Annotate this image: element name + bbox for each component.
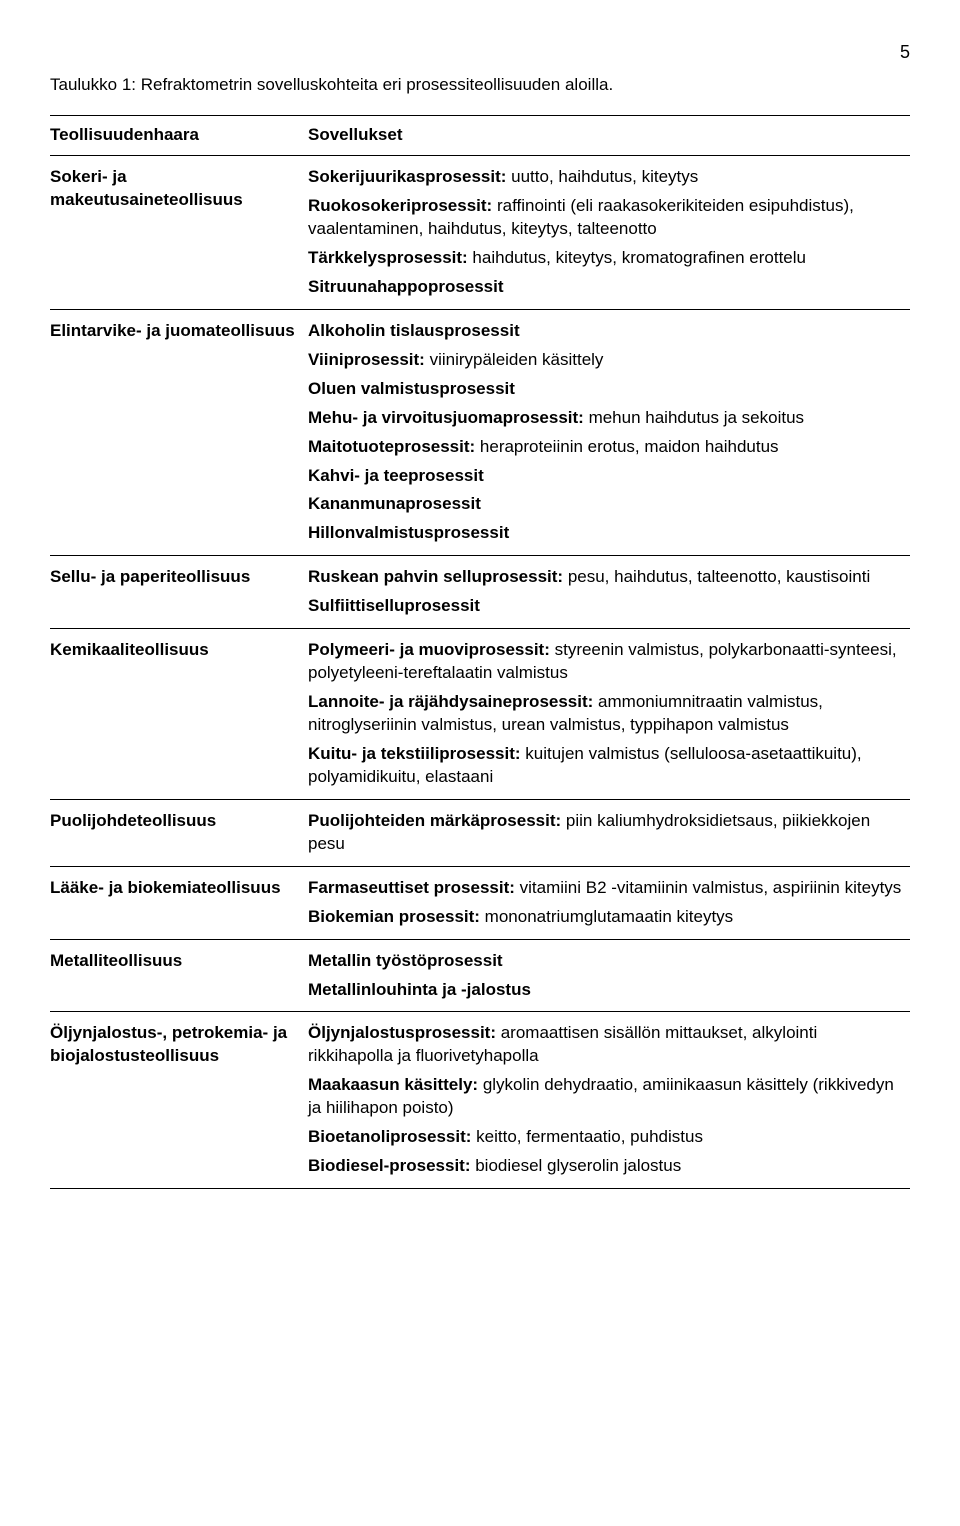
applications-cell: Polymeeri- ja muoviprosessit: styreenin … [308,629,910,800]
application-item: Kananmunaprosessit [308,493,902,516]
table-caption: Taulukko 1: Refraktometrin sovelluskohte… [50,74,910,97]
application-name: Lannoite- ja räjähdysaineprosessit: [308,692,593,711]
table-row: Sellu- ja paperiteollisuusRuskean pahvin… [50,556,910,629]
application-item: Kuitu- ja tekstiiliprosessit: kuitujen v… [308,743,902,789]
industry-cell: Lääke- ja biokemiateollisuus [50,866,308,939]
applications-cell: Öljynjalostusprosessit: aromaattisen sis… [308,1012,910,1189]
application-detail: mononatriumglutamaatin kiteytys [480,907,733,926]
applications-cell: Puolijohteiden märkäprosessit: piin kali… [308,799,910,866]
application-name: Kuitu- ja tekstiiliprosessit: [308,744,521,763]
application-name: Sulfiittiselluprosessit [308,596,480,615]
application-item: Maitotuoteprosessit: heraproteiinin erot… [308,436,902,459]
application-name: Tärkkelysprosessit: [308,248,468,267]
table-row: Lääke- ja biokemiateollisuusFarmaseuttis… [50,866,910,939]
application-name: Kahvi- ja teeprosessit [308,466,484,485]
application-item: Alkoholin tislausprosessit [308,320,902,343]
applications-cell: Sokerijuurikasprosessit: uutto, haihdutu… [308,156,910,310]
applications-cell: Alkoholin tislausprosessit Viiniprosessit… [308,309,910,556]
application-name: Ruskean pahvin selluprosessit: [308,567,563,586]
application-item: Bioetanoliprosessit: keitto, fermentaati… [308,1126,902,1149]
application-detail: heraproteiinin erotus, maidon haihdutus [475,437,778,456]
page-number: 5 [50,40,910,64]
application-name: Mehu- ja virvoitusjuomaprosessit: [308,408,584,427]
application-item: Farmaseuttiset prosessit: vitamiini B2 -… [308,877,902,900]
header-industry: Teollisuudenhaara [50,116,308,156]
application-item: Maakaasun käsittely: glykolin dehydraati… [308,1074,902,1120]
application-name: Metallinlouhinta ja -jalostus [308,980,531,999]
application-item: Kahvi- ja teeprosessit [308,465,902,488]
application-name: Ruokosokeriprosessit: [308,196,492,215]
industry-cell: Sokeri- ja makeutusaineteollisuus [50,156,308,310]
application-name: Alkoholin tislausprosessit [308,321,520,340]
application-name: Oluen valmistusprosessit [308,379,515,398]
industry-cell: Elintarvike- ja juomateollisuus [50,309,308,556]
header-applications: Sovellukset [308,116,910,156]
application-item: Oluen valmistusprosessit [308,378,902,401]
application-item: Biodiesel-prosessit: biodiesel glyseroli… [308,1155,902,1178]
application-item: Metallin työstöprosessit [308,950,902,973]
industry-cell: Puolijohdeteollisuus [50,799,308,866]
applications-table: TeollisuudenhaaraSovelluksetSokeri- ja m… [50,115,910,1189]
application-name: Puolijohteiden märkäprosessit: [308,811,561,830]
industry-cell: Kemikaaliteollisuus [50,629,308,800]
application-item: Sulfiittiselluprosessit [308,595,902,618]
applications-cell: Farmaseuttiset prosessit: vitamiini B2 -… [308,866,910,939]
table-header-row: TeollisuudenhaaraSovellukset [50,116,910,156]
application-item: Metallinlouhinta ja -jalostus [308,979,902,1002]
application-name: Viiniprosessit: [308,350,425,369]
application-item: Tärkkelysprosessit: haihdutus, kiteytys,… [308,247,902,270]
application-item: Sitruunahappoprosessit [308,276,902,299]
applications-cell: Ruskean pahvin selluprosessit: pesu, hai… [308,556,910,629]
application-name: Maitotuoteprosessit: [308,437,475,456]
application-detail: keitto, fermentaatio, puhdistus [471,1127,703,1146]
industry-cell: Sellu- ja paperiteollisuus [50,556,308,629]
application-name: Farmaseuttiset prosessit: [308,878,515,897]
industry-cell: Öljynjalostus-, petrokemia- ja biojalost… [50,1012,308,1189]
application-name: Öljynjalostusprosessit: [308,1023,496,1042]
applications-cell: Metallin työstöprosessit Metallinlouhinta… [308,939,910,1012]
table-row: Elintarvike- ja juomateollisuusAlkoholin… [50,309,910,556]
table-row: PuolijohdeteollisuusPuolijohteiden märkä… [50,799,910,866]
application-item: Mehu- ja virvoitusjuomaprosessit: mehun … [308,407,902,430]
application-name: Maakaasun käsittely: [308,1075,478,1094]
application-detail: biodiesel glyserolin jalostus [471,1156,682,1175]
application-item: Biokemian prosessit: mononatriumglutamaa… [308,906,902,929]
application-detail: uutto, haihdutus, kiteytys [506,167,698,186]
application-item: Sokerijuurikasprosessit: uutto, haihdutu… [308,166,902,189]
table-row: KemikaaliteollisuusPolymeeri- ja muovipr… [50,629,910,800]
application-detail: haihdutus, kiteytys, kromatografinen ero… [468,248,806,267]
application-detail: vitamiini B2 -vitamiinin valmistus, aspi… [515,878,901,897]
table-row: Öljynjalostus-, petrokemia- ja biojalost… [50,1012,910,1189]
application-name: Hillonvalmistusprosessit [308,523,509,542]
application-name: Biokemian prosessit: [308,907,480,926]
application-name: Bioetanoliprosessit: [308,1127,471,1146]
application-item: Öljynjalostusprosessit: aromaattisen sis… [308,1022,902,1068]
application-name: Polymeeri- ja muoviprosessit: [308,640,550,659]
industry-cell: Metalliteollisuus [50,939,308,1012]
application-item: Puolijohteiden märkäprosessit: piin kali… [308,810,902,856]
application-item: Hillonvalmistusprosessit [308,522,902,545]
application-name: Sitruunahappoprosessit [308,277,504,296]
application-name: Kananmunaprosessit [308,494,481,513]
application-item: Lannoite- ja räjähdysaineprosessit: ammo… [308,691,902,737]
application-name: Biodiesel-prosessit: [308,1156,471,1175]
application-detail: viinirypäleiden käsittely [425,350,604,369]
application-name: Metallin työstöprosessit [308,951,503,970]
table-row: MetalliteollisuusMetallin työstöprosessi… [50,939,910,1012]
application-name: Sokerijuurikasprosessit: [308,167,506,186]
application-item: Ruskean pahvin selluprosessit: pesu, hai… [308,566,902,589]
application-detail: mehun haihdutus ja sekoitus [584,408,804,427]
application-item: Polymeeri- ja muoviprosessit: styreenin … [308,639,902,685]
application-item: Ruokosokeriprosessit: raffinointi (eli r… [308,195,902,241]
application-detail: pesu, haihdutus, talteenotto, kaustisoin… [563,567,870,586]
table-row: Sokeri- ja makeutusaineteollisuusSokerij… [50,156,910,310]
application-item: Viiniprosessit: viinirypäleiden käsittel… [308,349,902,372]
